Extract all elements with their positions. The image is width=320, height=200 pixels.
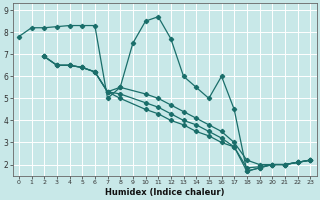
X-axis label: Humidex (Indice chaleur): Humidex (Indice chaleur) — [105, 188, 224, 197]
